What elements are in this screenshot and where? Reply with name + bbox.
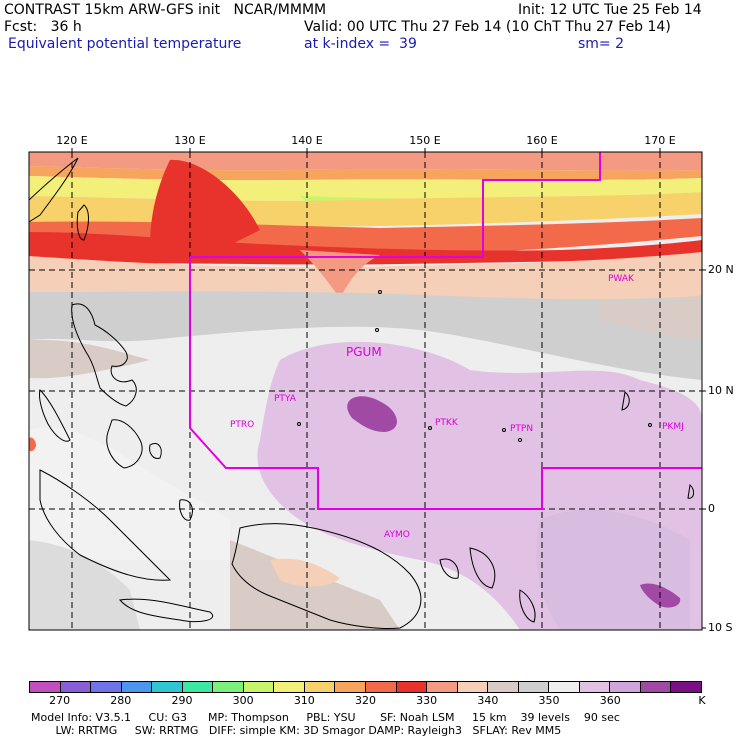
header-init: Init: 12 UTC Tue 25 Feb 14 — [518, 2, 702, 18]
station-label: PGUM — [346, 345, 382, 359]
colorbar-swatch — [121, 682, 153, 692]
colorbar-label: 350 — [538, 694, 560, 707]
lon-tick-160: 160 E — [526, 134, 558, 147]
colorbar-label: 270 — [49, 694, 71, 707]
colorbar-label: 340 — [477, 694, 499, 707]
colorbar — [29, 681, 702, 693]
footer-model-info: Model Info: V3.5.1 CU: G3 MP: Thompson P… — [31, 711, 620, 724]
station-label: PWAK — [608, 274, 635, 284]
colorbar-swatch — [457, 682, 489, 692]
equivalent-potential-temperature-field — [29, 152, 702, 630]
station-label: PTKK — [435, 418, 459, 428]
header-field-name: Equivalent potential temperature — [8, 36, 242, 52]
colorbar-swatch — [274, 682, 305, 692]
colorbar-label: 320 — [355, 694, 376, 707]
boundary-lines — [189, 152, 702, 510]
colorbar-swatch — [91, 682, 122, 692]
colorbar-swatch — [579, 682, 611, 692]
colorbar-swatch — [304, 682, 336, 692]
colorbar-label: 360 — [599, 694, 621, 707]
colorbar-swatch — [396, 682, 428, 692]
colorbar-swatch — [60, 682, 92, 692]
station-label: PTYA — [274, 394, 297, 404]
colorbar-label: 280 — [110, 694, 132, 707]
lat-tick-10s: 10 S — [708, 621, 733, 634]
colorbar-label: K — [698, 694, 706, 707]
colorbar-swatch — [549, 682, 580, 692]
colorbar-swatch — [335, 682, 367, 692]
lat-tick-0: 0 — [708, 502, 715, 515]
footer-physics-info: LW: RRTMG SW: RRTMG DIFF: simple KM: 3D … — [31, 724, 562, 737]
colorbar-swatch — [427, 682, 458, 692]
coastline-layer — [29, 157, 695, 629]
colorbar-swatch — [488, 682, 519, 692]
map-frame — [28, 151, 703, 631]
header-valid-time: Valid: 00 UTC Thu 27 Feb 14 (10 ChT Thu … — [304, 19, 671, 35]
colorbar-label: 290 — [171, 694, 193, 707]
header-level: at k-index = 39 — [304, 36, 417, 52]
lon-tick-170: 170 E — [644, 134, 676, 147]
station-label: PKMJ — [662, 422, 684, 432]
lon-tick-150: 150 E — [409, 134, 441, 147]
station-label: PTPN — [510, 424, 533, 434]
station-label: PTRO — [230, 420, 254, 430]
colorbar-label: 300 — [232, 694, 254, 707]
colorbar-swatch — [610, 682, 641, 692]
header-smoothing: sm= 2 — [578, 36, 625, 52]
lon-tick-140: 140 E — [291, 134, 323, 147]
colorbar-swatch — [640, 682, 672, 692]
colorbar-label: 330 — [416, 694, 438, 707]
colorbar-swatch — [213, 682, 244, 692]
station-label: AYMO — [384, 530, 410, 540]
header-forecast-hour: Fcst: 36 h — [4, 19, 82, 35]
colorbar-swatch — [518, 682, 550, 692]
colorbar-swatch — [671, 682, 702, 692]
colorbar-swatch — [366, 682, 397, 692]
lon-tick-130: 130 E — [174, 134, 206, 147]
lat-tick-20n: 20 N — [708, 263, 734, 276]
colorbar-swatch — [152, 682, 183, 692]
colorbar-swatch — [182, 682, 214, 692]
lat-tick-10n: 10 N — [708, 384, 734, 397]
header-title: CONTRAST 15km ARW-GFS init NCAR/MMMM — [4, 2, 327, 18]
colorbar-swatch — [30, 682, 61, 692]
colorbar-swatch — [243, 682, 275, 692]
lat-lon-grid — [29, 152, 702, 630]
border-tick-marks — [71, 148, 706, 629]
colorbar-label: 310 — [293, 694, 315, 707]
lon-tick-120: 120 E — [56, 134, 88, 147]
